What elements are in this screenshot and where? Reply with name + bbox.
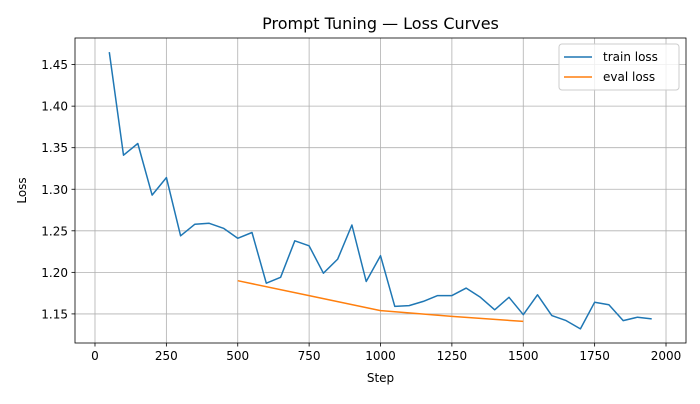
x-tick-label: 1000: [365, 349, 396, 363]
legend-label-eval-loss: eval loss: [603, 70, 655, 84]
legend-box: [558, 43, 680, 91]
y-tick-label: 1.25: [41, 224, 68, 238]
series-lines: [108, 51, 652, 330]
x-tick-label: 750: [298, 349, 321, 363]
series-line-eval-loss: [237, 279, 524, 323]
y-tick-label: 1.30: [41, 183, 68, 197]
axis-ticks: 0 250 500 750 1000 1250 1500 1750 2000 1.15 1.20 1.…: [41, 58, 681, 363]
series-line-train-loss: [108, 51, 652, 330]
x-tick-label: 1250: [437, 349, 468, 363]
x-tick-label: 0: [91, 349, 99, 363]
y-axis-label: Loss: [15, 177, 29, 203]
y-tick-label: 1.35: [41, 141, 68, 155]
chart-title: Prompt Tuning — Loss Curves: [262, 14, 499, 33]
x-tick-label: 1750: [579, 349, 610, 363]
y-tick-label: 1.45: [41, 58, 68, 72]
x-tick-label: 2000: [651, 349, 682, 363]
x-tick-label: 250: [155, 349, 178, 363]
y-tick-label: 1.40: [41, 100, 68, 114]
x-tick-label: 1500: [508, 349, 539, 363]
legend-label-train-loss: train loss: [603, 50, 658, 64]
y-tick-label: 1.15: [41, 307, 68, 321]
x-tick-label: 500: [226, 349, 249, 363]
x-axis-label: Step: [367, 371, 394, 385]
legend: train loss eval loss: [558, 43, 680, 91]
y-tick-label: 1.20: [41, 266, 68, 280]
